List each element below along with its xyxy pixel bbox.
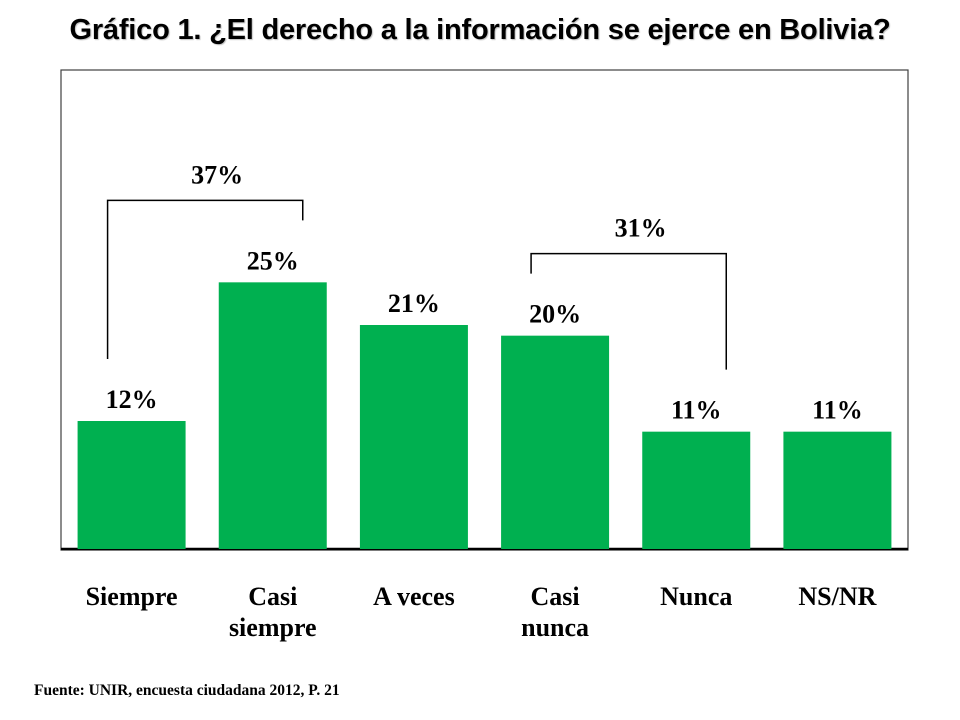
bar-2 (218, 282, 327, 549)
bar-4 (501, 335, 610, 549)
chart-title: Gráfico 1. ¿El derecho a la información … (69, 14, 891, 46)
category-label-1: Siempre (86, 582, 178, 611)
bracket-label-1: 37% (191, 160, 243, 189)
category-label-2: Casi siempre (229, 582, 317, 642)
data-label-3: 21% (388, 289, 440, 318)
category-label-2-line-2: siempre (229, 613, 317, 642)
data-label-5: 11% (671, 396, 722, 425)
data-label-6: 11% (812, 396, 863, 425)
category-label-6-line-1: NS/NR (798, 582, 876, 611)
category-label-4-line-1: Casi (531, 582, 580, 611)
data-label-2: 25% (247, 246, 299, 275)
category-label-5-line-1: Nunca (660, 582, 732, 611)
bracket-annotation-2 (530, 252, 727, 370)
bar-3 (359, 325, 468, 549)
plot-area (60, 69, 909, 551)
category-label-5: Nunca (660, 582, 732, 611)
bar-1 (77, 421, 186, 549)
bracket-annotation-1 (106, 199, 304, 359)
category-label-1-line-1: Siempre (86, 582, 178, 611)
data-label-4: 20% (529, 300, 581, 329)
category-label-2-line-1: Casi (248, 582, 297, 611)
category-label-3-line-1: A veces (373, 582, 455, 611)
category-label-6: NS/NR (798, 582, 876, 611)
bracket-label-2: 31% (615, 214, 667, 243)
source-note: Fuente: UNIR, encuesta ciudadana 2012, P… (34, 682, 340, 699)
bar-5 (642, 431, 751, 549)
category-label-3: A veces (373, 582, 455, 611)
category-label-4-line-2: nunca (521, 613, 589, 642)
data-label-1: 12% (106, 385, 158, 414)
bar-6 (783, 431, 892, 549)
category-label-4: Casi nunca (521, 582, 589, 642)
